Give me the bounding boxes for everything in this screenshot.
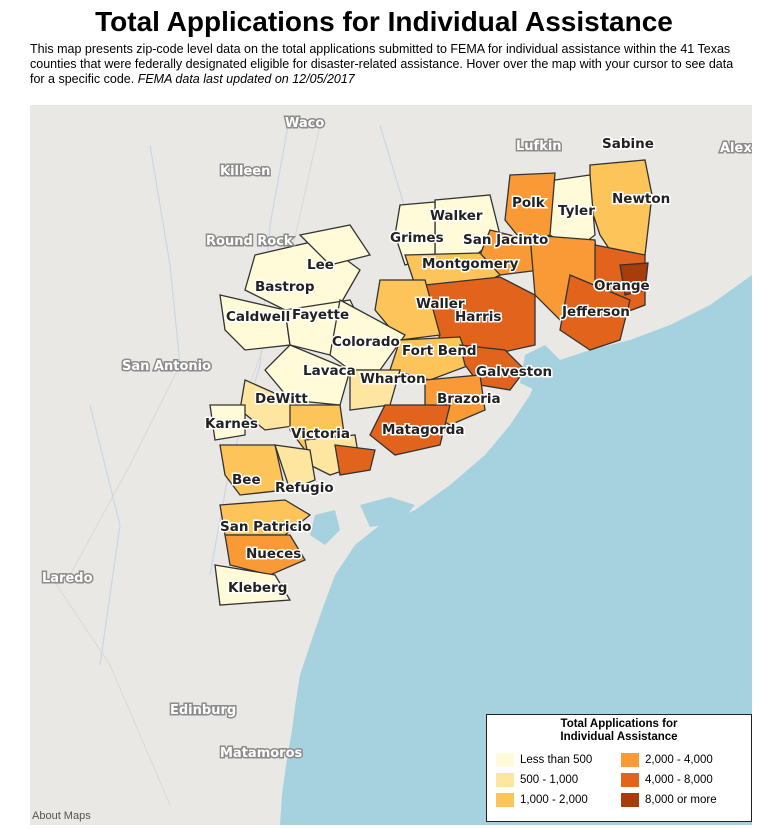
legend-swatch [621, 753, 639, 767]
legend: Total Applications for Individual Assist… [486, 714, 752, 822]
legend-label: 4,000 - 8,000 [645, 774, 713, 786]
county-brazoria: Brazoria [437, 391, 501, 407]
county-walker: Walker [430, 208, 483, 224]
county-karnes: Karnes [205, 416, 258, 432]
county-fort-bend: Fort Bend [402, 343, 476, 359]
legend-title: Total Applications for Individual Assist… [487, 718, 751, 744]
city-san-antonio: San Antonio [122, 359, 211, 374]
legend-swatch [496, 753, 514, 767]
county-matagorda: Matagorda [382, 422, 464, 438]
county-wharton: Wharton [360, 371, 426, 387]
county-san-jacinto: San Jacinto [463, 232, 548, 248]
map-description: This map presents zip-code level data on… [30, 42, 750, 87]
legend-label: 8,000 or more [645, 794, 717, 806]
county-nueces: Nueces [246, 546, 301, 562]
legend-label: 2,000 - 4,000 [645, 754, 713, 766]
legend-swatch [496, 773, 514, 787]
city-round-rock: Round Rock [206, 234, 293, 249]
county-waller: Waller [416, 296, 465, 312]
county-caldwell: Caldwell [226, 309, 290, 325]
county-sabine: Sabine [602, 136, 654, 152]
county-san-patricio: San Patricio [220, 519, 311, 535]
county-newton: Newton [612, 191, 670, 207]
county-kleberg: Kleberg [228, 580, 287, 596]
legend-title-line1: Total Applications for [560, 718, 678, 730]
county-colorado: Colorado [332, 334, 400, 350]
county-dewitt: DeWitt [255, 391, 308, 407]
legend-item: 500 - 1,000 [496, 773, 578, 787]
city-killeen: Killeen [220, 164, 270, 179]
county-lavaca: Lavaca [303, 363, 356, 379]
city-waco: Waco [285, 116, 324, 131]
map-title: Total Applications for Individual Assist… [95, 6, 673, 37]
county-tyler: Tyler [558, 203, 595, 219]
county-harris: Harris [455, 309, 501, 325]
county-victoria: Victoria [291, 426, 350, 442]
county-grimes: Grimes [390, 230, 444, 246]
county-bastrop: Bastrop [255, 279, 315, 295]
legend-swatch [621, 793, 639, 807]
city-alex: Alex [720, 141, 752, 156]
legend-item: Less than 500 [496, 753, 592, 767]
county-lee: Lee [307, 257, 334, 273]
legend-item: 2,000 - 4,000 [621, 753, 713, 767]
legend-swatch [621, 773, 639, 787]
legend-item: 8,000 or more [621, 793, 717, 807]
legend-label: Less than 500 [520, 754, 593, 766]
about-maps-link[interactable]: About Maps [32, 810, 91, 822]
city-matamoros: Matamoros [220, 746, 303, 761]
county-fayette: Fayette [292, 307, 349, 323]
city-laredo: Laredo [42, 571, 93, 586]
legend-title-line2: Individual Assistance [560, 731, 678, 743]
county-region [209, 159, 653, 606]
county-refugio: Refugio [275, 480, 334, 496]
city-lufkin: Lufkin [516, 139, 562, 154]
updated-note: FEMA data last updated on 12/05/2017 [137, 72, 355, 86]
map-canvas[interactable]: Waco Killeen Round Rock San Antonio Lare… [30, 105, 752, 825]
description-text: This map presents zip-code level data on… [30, 42, 734, 86]
legend-item: 4,000 - 8,000 [621, 773, 713, 787]
county-montgomery: Montgomery [422, 256, 519, 272]
legend-label: 1,000 - 2,000 [520, 794, 588, 806]
county-orange: Orange [594, 278, 650, 294]
legend-label: 500 - 1,000 [520, 774, 579, 786]
city-edinburg: Edinburg [170, 703, 236, 718]
map-panel[interactable]: Waco Killeen Round Rock San Antonio Lare… [30, 105, 752, 825]
corpus-bay [310, 510, 340, 545]
county-jefferson: Jefferson [561, 304, 630, 320]
county-galveston: Galveston [476, 364, 552, 380]
county-polk: Polk [512, 195, 546, 211]
legend-item: 1,000 - 2,000 [496, 793, 588, 807]
legend-swatch [496, 793, 514, 807]
county-bee: Bee [232, 472, 261, 488]
galveston-bay [520, 345, 560, 390]
gulf-water [280, 275, 752, 825]
matagorda-bay [360, 497, 415, 527]
